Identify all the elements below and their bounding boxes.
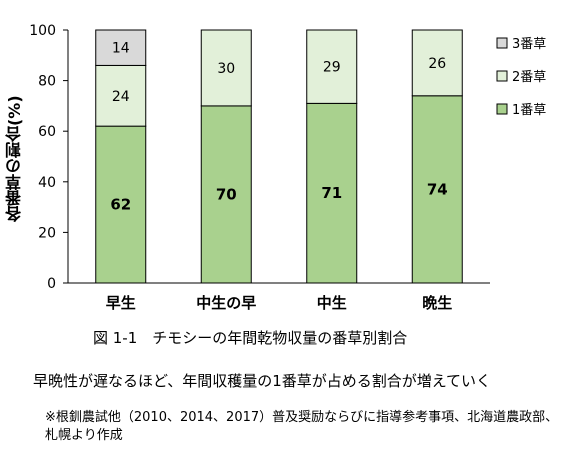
legend-label: 1番草 — [512, 103, 546, 118]
x-tick-label: 中生の早 — [196, 294, 256, 312]
y-tick-label: 40 — [38, 175, 56, 191]
x-tick-label: 中生 — [317, 294, 347, 312]
bar-segment — [411, 95, 463, 284]
bar-segment — [306, 29, 358, 104]
x-tick-label: 早生 — [106, 294, 136, 312]
data-label: 62 — [110, 196, 131, 214]
bar-segment — [200, 105, 252, 284]
legend-label: 3番草 — [512, 37, 546, 52]
figure-caption: 図 1-1 チモシーの年間乾物収量の番草別割合 — [93, 329, 408, 347]
figure-note: 早晩性が遅なるほど、年間収穫量の1番草が占める割合が増えていく — [33, 372, 492, 390]
x-tick-label: 晩生 — [422, 294, 452, 312]
bar-segment — [95, 125, 147, 284]
y-tick-label: 100 — [29, 23, 56, 39]
y-tick-label: 60 — [38, 124, 56, 140]
data-label: 26 — [428, 56, 446, 72]
data-label: 70 — [216, 185, 237, 203]
source-note: ※根釧農試他（2010、2014、2017）普及奨励ならびに指導参考事項、北海道… — [45, 410, 559, 443]
bar-segment — [200, 29, 252, 107]
data-label: 24 — [112, 89, 130, 105]
data-label: 29 — [323, 60, 341, 76]
data-label: 74 — [427, 180, 448, 198]
legend-swatch — [496, 37, 508, 49]
data-label: 71 — [321, 184, 342, 202]
legend-swatch — [496, 103, 508, 115]
bar-segment — [95, 64, 147, 127]
bar-segment — [411, 29, 463, 97]
bar-segment — [95, 29, 147, 66]
data-label: 14 — [112, 41, 130, 57]
data-label: 30 — [217, 61, 235, 77]
y-axis-label: 各番草の割合(%) — [5, 95, 24, 223]
legend-swatch — [496, 70, 508, 82]
y-tick-label: 80 — [38, 74, 56, 90]
legend-label: 2番草 — [512, 70, 546, 85]
y-tick-label: 20 — [38, 225, 56, 241]
stacked-bar-chart: 0 20 40 60 80 100 早生 中生の早 中生 晩生 62 24 14 70 30 71 29 74 2… — [29, 23, 546, 312]
y-tick-label: 0 — [47, 276, 56, 292]
